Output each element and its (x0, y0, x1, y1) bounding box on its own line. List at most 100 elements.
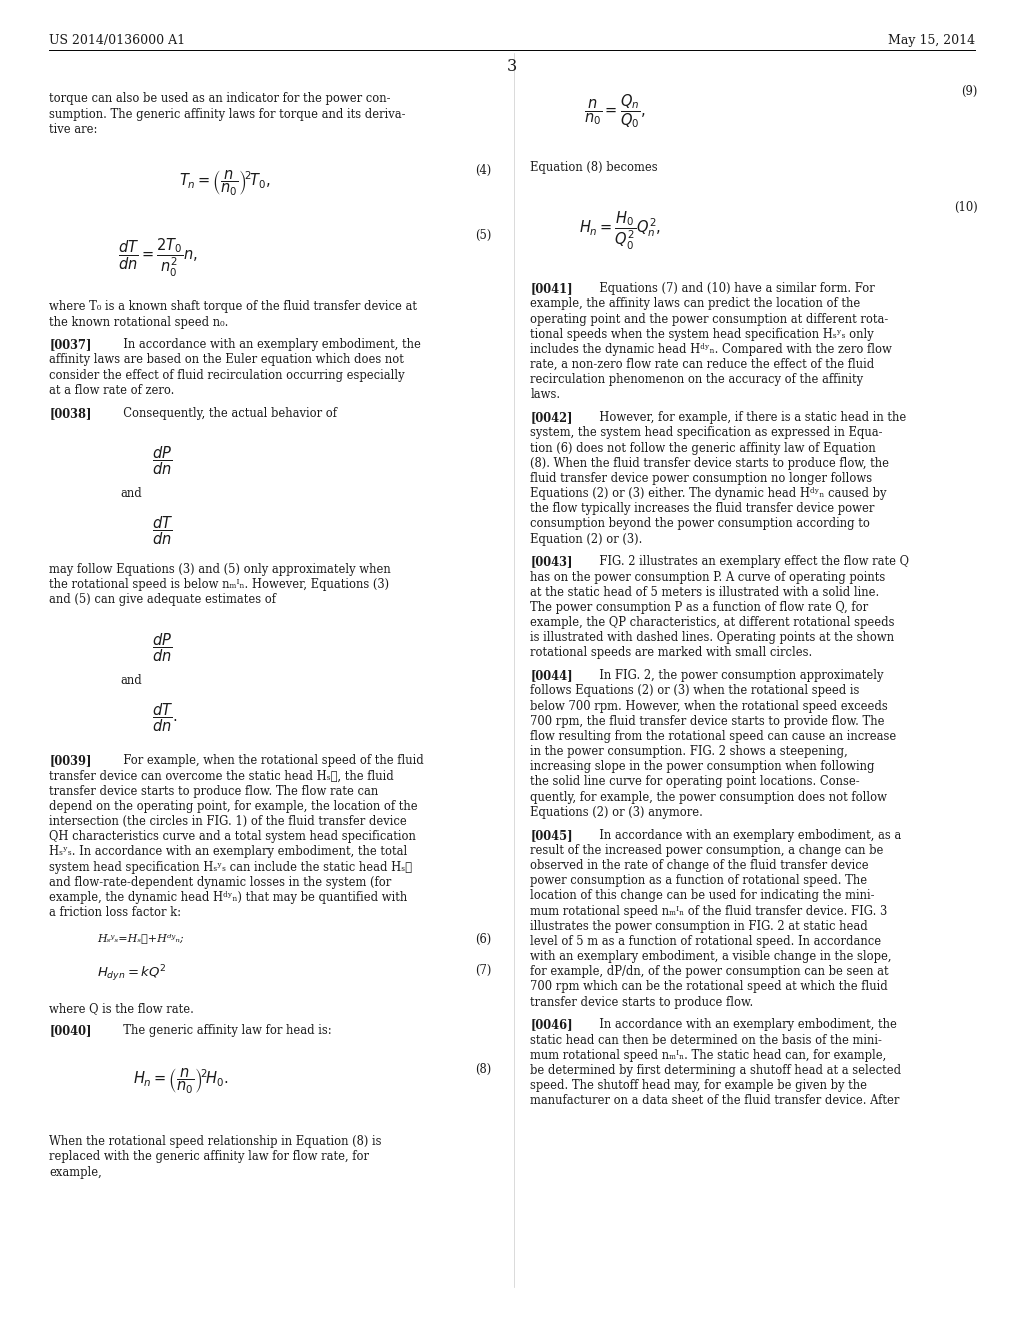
Text: affinity laws are based on the Euler equation which does not: affinity laws are based on the Euler equ… (49, 354, 404, 367)
Text: [0044]: [0044] (530, 669, 573, 682)
Text: [0042]: [0042] (530, 411, 573, 424)
Text: 700 rpm which can be the rotational speed at which the fluid: 700 rpm which can be the rotational spee… (530, 981, 888, 994)
Text: location of this change can be used for indicating the mini-: location of this change can be used for … (530, 890, 874, 903)
Text: be determined by first determining a shutoff head at a selected: be determined by first determining a shu… (530, 1064, 901, 1077)
Text: Equation (8) becomes: Equation (8) becomes (530, 161, 658, 174)
Text: may follow Equations (3) and (5) only approximately when: may follow Equations (3) and (5) only ap… (49, 562, 391, 576)
Text: Consequently, the actual behavior of: Consequently, the actual behavior of (116, 407, 337, 420)
Text: In accordance with an exemplary embodiment, the: In accordance with an exemplary embodime… (116, 338, 421, 351)
Text: speed. The shutoff head may, for example be given by the: speed. The shutoff head may, for example… (530, 1078, 867, 1092)
Text: [0041]: [0041] (530, 282, 573, 296)
Text: and (5) can give adequate estimates of: and (5) can give adequate estimates of (49, 593, 276, 606)
Text: includes the dynamic head Hᵈʸₙ. Compared with the zero flow: includes the dynamic head Hᵈʸₙ. Compared… (530, 343, 892, 356)
Text: consider the effect of fluid recirculation occurring especially: consider the effect of fluid recirculati… (49, 368, 404, 381)
Text: for example, dP/dn, of the power consumption can be seen at: for example, dP/dn, of the power consump… (530, 965, 889, 978)
Text: tion (6) does not follow the generic affinity law of Equation: tion (6) does not follow the generic aff… (530, 441, 877, 454)
Text: the solid line curve for operating point locations. Conse-: the solid line curve for operating point… (530, 775, 860, 788)
Text: consumption beyond the power consumption according to: consumption beyond the power consumption… (530, 517, 870, 531)
Text: flow resulting from the rotational speed can cause an increase: flow resulting from the rotational speed… (530, 730, 897, 743)
Text: The power consumption P as a function of flow rate Q, for: The power consumption P as a function of… (530, 601, 868, 614)
Text: $H_{dyn}=kQ^2$: $H_{dyn}=kQ^2$ (97, 964, 167, 985)
Text: (9): (9) (962, 84, 978, 98)
Text: In FIG. 2, the power consumption approximately: In FIG. 2, the power consumption approxi… (592, 669, 884, 682)
Text: However, for example, if there is a static head in the: However, for example, if there is a stat… (592, 411, 906, 424)
Text: is illustrated with dashed lines. Operating points at the shown: is illustrated with dashed lines. Operat… (530, 631, 895, 644)
Text: Hₛʸₛ=Hₛ₞+Hᵈʸₙ;: Hₛʸₛ=Hₛ₞+Hᵈʸₙ; (97, 933, 184, 944)
Text: torque can also be used as an indicator for the power con-: torque can also be used as an indicator … (49, 92, 390, 106)
Text: the known rotational speed n₀.: the known rotational speed n₀. (49, 315, 228, 329)
Text: at a flow rate of zero.: at a flow rate of zero. (49, 384, 174, 397)
Text: tive are:: tive are: (49, 123, 97, 136)
Text: where T₀ is a known shaft torque of the fluid transfer device at: where T₀ is a known shaft torque of the … (49, 301, 417, 313)
Text: $\dfrac{dP}{dn}$: $\dfrac{dP}{dn}$ (152, 445, 172, 477)
Text: fluid transfer device power consumption no longer follows: fluid transfer device power consumption … (530, 471, 872, 484)
Text: $\dfrac{dT}{dn}.$: $\dfrac{dT}{dn}.$ (152, 701, 177, 734)
Text: tional speeds when the system head specification Hₛʸₛ only: tional speeds when the system head speci… (530, 327, 874, 341)
Text: rotational speeds are marked with small circles.: rotational speeds are marked with small … (530, 647, 813, 660)
Text: a friction loss factor k:: a friction loss factor k: (49, 906, 181, 919)
Text: (10): (10) (954, 202, 978, 214)
Text: When the rotational speed relationship in Equation (8) is: When the rotational speed relationship i… (49, 1135, 382, 1148)
Text: mum rotational speed nₘᴵₙ. The static head can, for example,: mum rotational speed nₘᴵₙ. The static he… (530, 1048, 887, 1061)
Text: below 700 rpm. However, when the rotational speed exceeds: below 700 rpm. However, when the rotatio… (530, 700, 888, 713)
Text: (8): (8) (475, 1063, 492, 1076)
Text: recirculation phenomenon on the accuracy of the affinity: recirculation phenomenon on the accuracy… (530, 374, 863, 387)
Text: 700 rpm, the fluid transfer device starts to provide flow. The: 700 rpm, the fluid transfer device start… (530, 714, 885, 727)
Text: mum rotational speed nₘᴵₙ of the fluid transfer device. FIG. 3: mum rotational speed nₘᴵₙ of the fluid t… (530, 904, 888, 917)
Text: [0043]: [0043] (530, 556, 573, 569)
Text: Hₛʸₛ. In accordance with an exemplary embodiment, the total: Hₛʸₛ. In accordance with an exemplary em… (49, 845, 408, 858)
Text: example, the dynamic head Hᵈʸₙ) that may be quantified with: example, the dynamic head Hᵈʸₙ) that may… (49, 891, 408, 904)
Text: In accordance with an exemplary embodiment, the: In accordance with an exemplary embodime… (592, 1018, 897, 1031)
Text: depend on the operating point, for example, the location of the: depend on the operating point, for examp… (49, 800, 418, 813)
Text: follows Equations (2) or (3) when the rotational speed is: follows Equations (2) or (3) when the ro… (530, 684, 860, 697)
Text: system, the system head specification as expressed in Equa-: system, the system head specification as… (530, 426, 883, 440)
Text: example, the affinity laws can predict the location of the: example, the affinity laws can predict t… (530, 297, 861, 310)
Text: 3: 3 (507, 58, 517, 75)
Text: level of 5 m as a function of rotational speed. In accordance: level of 5 m as a function of rotational… (530, 935, 882, 948)
Text: US 2014/0136000 A1: US 2014/0136000 A1 (49, 34, 185, 48)
Text: [0038]: [0038] (49, 407, 92, 420)
Text: operating point and the power consumption at different rota-: operating point and the power consumptio… (530, 313, 889, 326)
Text: replaced with the generic affinity law for flow rate, for: replaced with the generic affinity law f… (49, 1151, 369, 1163)
Text: Equations (7) and (10) have a similar form. For: Equations (7) and (10) have a similar fo… (592, 282, 874, 296)
Text: FIG. 2 illustrates an exemplary effect the flow rate Q: FIG. 2 illustrates an exemplary effect t… (592, 556, 909, 569)
Text: with an exemplary embodiment, a visible change in the slope,: with an exemplary embodiment, a visible … (530, 950, 892, 964)
Text: transfer device starts to produce flow. The flow rate can: transfer device starts to produce flow. … (49, 784, 379, 797)
Text: $H_n = \dfrac{H_0}{Q_0^2}Q_n^2,$: $H_n = \dfrac{H_0}{Q_0^2}Q_n^2,$ (579, 210, 660, 252)
Text: (6): (6) (475, 933, 492, 946)
Text: [0037]: [0037] (49, 338, 92, 351)
Text: (8). When the fluid transfer device starts to produce flow, the: (8). When the fluid transfer device star… (530, 457, 890, 470)
Text: $\dfrac{dT}{dn}$: $\dfrac{dT}{dn}$ (152, 515, 173, 546)
Text: $H_n = \left(\dfrac{n}{n_0}\right)^{\!2}\!H_0.$: $H_n = \left(\dfrac{n}{n_0}\right)^{\!2}… (133, 1067, 228, 1096)
Text: illustrates the power consumption in FIG. 2 at static head: illustrates the power consumption in FIG… (530, 920, 868, 933)
Text: Equations (2) or (3) either. The dynamic head Hᵈʸₙ caused by: Equations (2) or (3) either. The dynamic… (530, 487, 887, 500)
Text: [0039]: [0039] (49, 754, 92, 767)
Text: manufacturer on a data sheet of the fluid transfer device. After: manufacturer on a data sheet of the flui… (530, 1094, 900, 1107)
Text: May 15, 2014: May 15, 2014 (888, 34, 975, 48)
Text: example, the QP characteristics, at different rotational speeds: example, the QP characteristics, at diff… (530, 616, 895, 630)
Text: result of the increased power consumption, a change can be: result of the increased power consumptio… (530, 843, 884, 857)
Text: transfer device can overcome the static head Hₛ₞, the fluid: transfer device can overcome the static … (49, 770, 394, 783)
Text: Equation (2) or (3).: Equation (2) or (3). (530, 532, 643, 545)
Text: In accordance with an exemplary embodiment, as a: In accordance with an exemplary embodime… (592, 829, 901, 842)
Text: rate, a non-zero flow rate can reduce the effect of the fluid: rate, a non-zero flow rate can reduce th… (530, 358, 874, 371)
Text: power consumption as a function of rotational speed. The: power consumption as a function of rotat… (530, 874, 867, 887)
Text: For example, when the rotational speed of the fluid: For example, when the rotational speed o… (116, 754, 424, 767)
Text: increasing slope in the power consumption when following: increasing slope in the power consumptio… (530, 760, 874, 774)
Text: $\dfrac{n}{n_0} = \dfrac{Q_n}{Q_0},$: $\dfrac{n}{n_0} = \dfrac{Q_n}{Q_0},$ (584, 92, 645, 131)
Text: (4): (4) (475, 164, 492, 177)
Text: static head can then be determined on the basis of the mini-: static head can then be determined on th… (530, 1034, 883, 1047)
Text: in the power consumption. FIG. 2 shows a steepening,: in the power consumption. FIG. 2 shows a… (530, 744, 848, 758)
Text: $\dfrac{dP}{dn}$: $\dfrac{dP}{dn}$ (152, 631, 172, 664)
Text: has on the power consumption P. A curve of operating points: has on the power consumption P. A curve … (530, 570, 886, 583)
Text: (5): (5) (475, 228, 492, 242)
Text: $\dfrac{dT}{dn} = \dfrac{2T_0}{n_0^2}n,$: $\dfrac{dT}{dn} = \dfrac{2T_0}{n_0^2}n,$ (118, 236, 198, 279)
Text: the rotational speed is below nₘᴵₙ. However, Equations (3): the rotational speed is below nₘᴵₙ. Howe… (49, 578, 389, 591)
Text: quently, for example, the power consumption does not follow: quently, for example, the power consumpt… (530, 791, 888, 804)
Text: where Q is the flow rate.: where Q is the flow rate. (49, 1002, 194, 1015)
Text: at the static head of 5 meters is illustrated with a solid line.: at the static head of 5 meters is illust… (530, 586, 880, 599)
Text: and: and (121, 487, 142, 500)
Text: $T_n = \left(\dfrac{n}{n_0}\right)^{\!2}\!T_0,$: $T_n = \left(\dfrac{n}{n_0}\right)^{\!2}… (179, 168, 270, 198)
Text: system head specification Hₛʸₛ can include the static head Hₛ₞: system head specification Hₛʸₛ can inclu… (49, 861, 412, 874)
Text: transfer device starts to produce flow.: transfer device starts to produce flow. (530, 995, 754, 1008)
